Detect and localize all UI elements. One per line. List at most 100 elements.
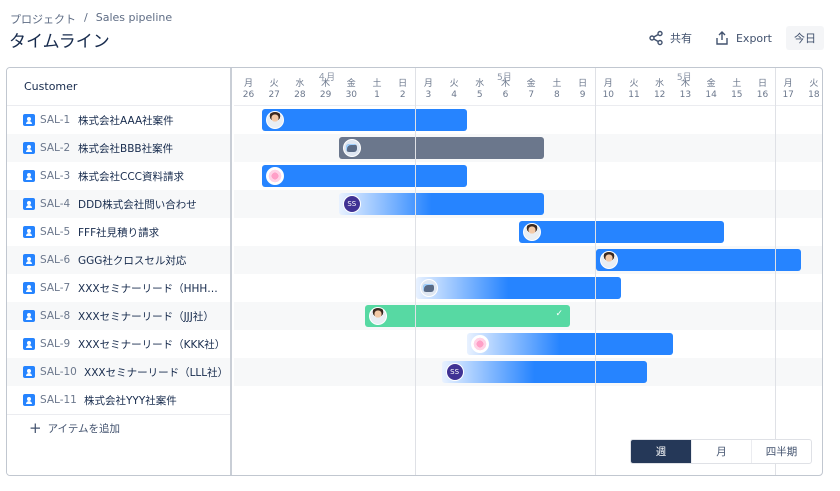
- issue-key[interactable]: SAL-8: [40, 310, 71, 322]
- weekday-label: 水: [475, 79, 485, 89]
- story-type-icon: [23, 282, 35, 294]
- issue-row[interactable]: SAL-3 株式会社CCC資料請求: [7, 162, 230, 190]
- assignee-avatar: [522, 223, 541, 241]
- issue-title[interactable]: 株式会社BBB社案件: [78, 142, 174, 155]
- timeline-bar[interactable]: [595, 249, 802, 271]
- weekday-label: 月: [243, 79, 253, 89]
- issue-key[interactable]: SAL-3: [40, 170, 71, 182]
- issue-title[interactable]: DDD株式会社問い合わせ: [78, 198, 197, 211]
- weekday-label: 月: [783, 79, 793, 89]
- issue-row[interactable]: SAL-9 XXXセミナーリード（KKK社）: [7, 330, 230, 358]
- issue-row[interactable]: SAL-2 株式会社BBB社案件: [7, 134, 230, 162]
- issue-key[interactable]: SAL-11: [40, 394, 77, 406]
- day-label: 金 30: [339, 79, 364, 101]
- issue-title[interactable]: XXXセミナーリード（LLL社）: [84, 366, 229, 379]
- issue-row[interactable]: SAL-11 株式会社YYY社案件: [7, 386, 230, 414]
- date-label: 16: [756, 90, 769, 100]
- weekday-label: 火: [449, 79, 459, 89]
- timeline-row: [234, 218, 822, 246]
- issue-title[interactable]: XXXセミナーリード（JJJ社）: [78, 310, 214, 323]
- issue-title[interactable]: 株式会社CCC資料請求: [78, 170, 184, 183]
- timeline-bar[interactable]: [261, 109, 468, 131]
- weekday-label: 水: [655, 79, 665, 89]
- timeline-bar[interactable]: [415, 277, 622, 299]
- issue-row[interactable]: SAL-4 DDD株式会社問い合わせ: [7, 190, 230, 218]
- issue-title[interactable]: XXXセミナーリード（KKK社）: [78, 338, 226, 351]
- add-item-label: アイテムを追加: [47, 423, 121, 435]
- day-label: 火 11: [622, 79, 647, 101]
- scale-week-button[interactable]: 週: [631, 440, 691, 463]
- today-button[interactable]: 今日: [786, 26, 824, 50]
- scale-quarter-button[interactable]: 四半期: [751, 440, 811, 463]
- assignee-avatar: [599, 251, 618, 269]
- weekday-label: 木: [680, 79, 690, 89]
- issue-title[interactable]: 株式会社YYY社案件: [84, 394, 177, 407]
- weekday-label: 水: [295, 79, 305, 89]
- date-label: 12: [653, 90, 666, 100]
- share-button[interactable]: 共有: [640, 26, 700, 50]
- share-label: 共有: [669, 32, 692, 45]
- month-label: ４月: [317, 73, 336, 83]
- toolbar: 共有 Export 今日: [640, 26, 824, 50]
- day-label: 日 16: [750, 79, 775, 101]
- timeline-bar[interactable]: [261, 165, 468, 187]
- timescale-switch: 週 月 四半期: [630, 439, 812, 464]
- day-label: 月 10: [596, 79, 621, 101]
- issue-key[interactable]: SAL-1: [40, 114, 71, 126]
- timeline-bar[interactable]: [338, 137, 545, 159]
- issue-key[interactable]: SAL-5: [40, 226, 71, 238]
- issue-title[interactable]: GGG社クロスセル対応: [78, 254, 187, 267]
- timeline-header: 月 26 火 27 水 28 木 29 金 30 土 1 日 2 月 3 火 4 水 5 木 6 金 7 土 8 日 9 月 10 火 11 水…: [234, 68, 822, 106]
- issue-key[interactable]: SAL-4: [40, 198, 71, 210]
- scale-month-button[interactable]: 月: [691, 440, 751, 463]
- export-button[interactable]: Export: [706, 26, 780, 50]
- weekday-label: 火: [269, 79, 279, 89]
- weekday-label: 土: [372, 79, 382, 89]
- add-item-button[interactable]: + アイテムを追加: [7, 414, 230, 442]
- timeline-row: [234, 330, 822, 358]
- issue-row[interactable]: SAL-6 GGG社クロスセル対応: [7, 246, 230, 274]
- timeline-row: [234, 246, 822, 274]
- story-type-icon: [23, 338, 35, 350]
- issue-key[interactable]: SAL-2: [40, 142, 71, 154]
- issue-key[interactable]: SAL-9: [40, 338, 71, 350]
- issue-row[interactable]: SAL-5 FFF社見積り請求: [7, 218, 230, 246]
- weekday-label: 土: [552, 79, 562, 89]
- story-type-icon: [23, 198, 35, 210]
- issue-row[interactable]: SAL-10 XXXセミナーリード（LLL社）: [7, 358, 230, 386]
- issue-title[interactable]: FFF社見積り請求: [78, 226, 160, 239]
- issue-row[interactable]: SAL-8 XXXセミナーリード（JJJ社）: [7, 302, 230, 330]
- story-type-icon: [23, 366, 35, 378]
- date-label: 30: [345, 90, 358, 100]
- weekday-label: 金: [526, 79, 536, 89]
- story-type-icon: [23, 170, 35, 182]
- timeline-bar[interactable]: [518, 221, 725, 243]
- date-label: 11: [628, 90, 640, 100]
- issue-row[interactable]: SAL-7 XXXセミナーリード（HHH社 ...: [7, 274, 230, 302]
- weekday-label: 月: [603, 79, 613, 89]
- issue-key[interactable]: SAL-10: [40, 366, 77, 378]
- timeline-bar[interactable]: ✓: [364, 305, 571, 327]
- timeline-bar[interactable]: SS: [441, 361, 648, 383]
- export-label: Export: [735, 31, 772, 45]
- issue-key[interactable]: SAL-7: [40, 282, 71, 294]
- breadcrumb-project[interactable]: プロジェクト: [10, 13, 76, 26]
- timeline-bar[interactable]: SS: [338, 193, 545, 215]
- date-label: 28: [294, 90, 306, 100]
- weekday-label: 金: [346, 79, 356, 89]
- weekday-label: 日: [398, 79, 408, 89]
- weekday-label: 火: [809, 79, 819, 89]
- breadcrumb-board[interactable]: Sales pipeline: [95, 11, 173, 24]
- customer-column-header[interactable]: Customer: [7, 68, 230, 106]
- date-label: 10: [602, 90, 615, 100]
- issue-title[interactable]: XXXセミナーリード（HHH社 ...: [78, 282, 228, 295]
- issue-key[interactable]: SAL-6: [40, 254, 71, 266]
- date-label: 6: [502, 90, 509, 100]
- issue-row[interactable]: SAL-1 株式会社AAA社案件: [7, 106, 230, 134]
- timeline-bar[interactable]: [467, 333, 673, 355]
- assignee-avatar: [368, 307, 387, 325]
- date-label: 8: [554, 90, 560, 100]
- issue-title[interactable]: 株式会社AAA社案件: [78, 114, 174, 127]
- date-label: 13: [679, 90, 692, 100]
